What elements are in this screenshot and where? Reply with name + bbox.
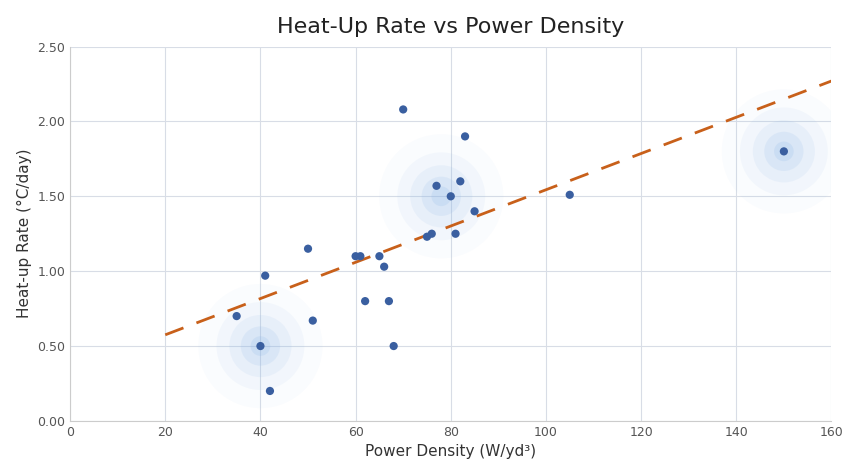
Point (434, 192, 448, 200)
Point (434, 192, 448, 200)
Point (372, 252, 386, 260)
Point (254, 342, 267, 350)
Point (444, 192, 458, 200)
Point (468, 208, 482, 215)
Point (254, 342, 267, 350)
Point (359, 298, 372, 305)
Point (453, 178, 467, 185)
Point (777, 148, 790, 155)
Point (420, 233, 433, 240)
Point (353, 252, 367, 260)
Point (382, 298, 396, 305)
Point (387, 342, 401, 350)
Point (348, 252, 362, 260)
Point (425, 230, 439, 238)
Point (306, 317, 320, 325)
Point (378, 263, 391, 270)
Point (449, 230, 463, 238)
Point (434, 192, 448, 200)
Point (777, 148, 790, 155)
Point (434, 192, 448, 200)
Point (458, 133, 472, 140)
Point (263, 387, 277, 395)
Point (777, 148, 790, 155)
X-axis label: Power Density (W/yd³): Power Density (W/yd³) (366, 444, 537, 459)
Point (301, 245, 315, 253)
Y-axis label: Heat-up Rate (°C/day): Heat-up Rate (°C/day) (16, 149, 32, 318)
Point (434, 192, 448, 200)
Point (254, 342, 267, 350)
Point (230, 312, 243, 320)
Point (777, 148, 790, 155)
Point (254, 342, 267, 350)
Point (254, 342, 267, 350)
Point (258, 272, 272, 279)
Point (777, 148, 790, 155)
Point (396, 106, 410, 113)
Title: Heat-Up Rate vs Power Density: Heat-Up Rate vs Power Density (277, 17, 624, 37)
Point (777, 148, 790, 155)
Point (430, 182, 444, 189)
Point (254, 342, 267, 350)
Point (562, 191, 576, 198)
